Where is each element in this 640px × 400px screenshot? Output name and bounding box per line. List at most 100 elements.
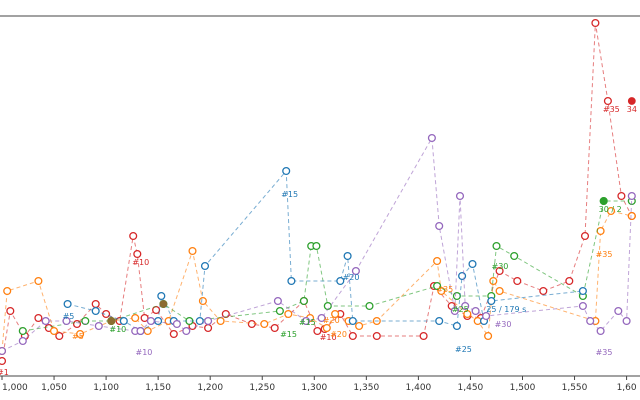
x-tick-label: 1,150 xyxy=(145,383,171,393)
data-point xyxy=(461,301,470,311)
data-point xyxy=(317,313,326,323)
point-label: #15 xyxy=(280,330,297,339)
series-4 xyxy=(0,133,636,356)
data-point xyxy=(200,261,210,271)
x-tick-label: 1,250 xyxy=(249,383,275,393)
data-point xyxy=(18,326,27,336)
data-point xyxy=(55,331,64,341)
data-point xyxy=(172,319,181,329)
data-point xyxy=(452,291,461,301)
data-point xyxy=(157,291,166,301)
data-point xyxy=(513,276,522,286)
data-point xyxy=(458,271,467,281)
x-tick-label: 1,100 xyxy=(93,383,119,393)
data-point xyxy=(198,296,207,306)
data-point xyxy=(91,299,100,309)
data-point xyxy=(627,211,636,221)
data-point xyxy=(596,226,605,236)
x-tick-label: 1,000 xyxy=(2,383,28,393)
data-point xyxy=(182,326,191,336)
data-point xyxy=(204,316,213,326)
highlight-point xyxy=(599,197,608,205)
x-tick-label: 1,300 xyxy=(301,383,327,393)
point-label: #35 xyxy=(596,250,613,259)
series-line xyxy=(67,169,583,332)
data-point xyxy=(34,276,43,286)
data-point xyxy=(91,306,100,316)
data-point xyxy=(565,276,574,286)
data-point xyxy=(463,309,472,319)
data-point xyxy=(313,326,322,336)
point-label: #35 xyxy=(603,105,620,114)
data-point xyxy=(372,331,381,341)
point-label: #15 xyxy=(299,318,316,327)
point-label: #1 xyxy=(0,368,9,377)
data-point xyxy=(146,316,155,326)
data-point xyxy=(468,259,477,269)
point-label: #15 xyxy=(281,190,298,199)
data-point xyxy=(216,316,225,326)
data-point xyxy=(627,191,636,201)
data-point xyxy=(348,331,357,341)
data-point xyxy=(119,316,128,326)
data-point xyxy=(427,133,436,143)
data-point xyxy=(351,266,360,276)
data-point xyxy=(6,306,15,316)
highlight-point xyxy=(159,300,168,308)
data-point xyxy=(614,306,623,316)
data-point xyxy=(510,251,519,261)
point-label: #30 xyxy=(495,320,512,329)
data-point xyxy=(331,309,340,319)
data-point xyxy=(18,336,27,346)
data-point xyxy=(131,313,140,323)
data-point xyxy=(129,231,138,241)
data-point xyxy=(606,206,616,216)
x-tick-label: 1,450 xyxy=(458,383,484,393)
point-label: #10 xyxy=(136,348,153,357)
data-point xyxy=(343,251,352,261)
data-point xyxy=(247,319,256,329)
data-point xyxy=(275,306,284,316)
x-tick-label: 1,550 xyxy=(562,383,588,393)
data-point xyxy=(348,316,357,326)
data-point xyxy=(450,306,459,316)
point-label: #10 xyxy=(109,325,126,334)
point-label: #10 xyxy=(132,258,149,267)
data-point xyxy=(471,306,480,316)
series-line xyxy=(1,136,633,352)
data-point xyxy=(596,326,605,336)
data-point xyxy=(195,316,204,326)
data-point xyxy=(143,326,152,336)
data-point xyxy=(452,321,461,331)
x-tick-label: 1,200 xyxy=(197,383,223,393)
data-point xyxy=(495,286,504,296)
data-point xyxy=(133,249,142,259)
series-line xyxy=(1,22,633,362)
data-point xyxy=(188,246,197,256)
data-point xyxy=(76,329,85,339)
series-2 xyxy=(18,196,636,336)
data-point xyxy=(578,286,587,296)
data-point xyxy=(586,316,595,326)
data-point xyxy=(299,296,308,306)
data-point xyxy=(0,346,7,356)
data-point xyxy=(34,313,43,323)
x-axis: 1,000 1,050 1,100 1,150 1,200 1,250 1,300 1,350… xyxy=(0,15,640,393)
point-label-layer: #1#10#10#3534#5#20#20#35#35#10#15#15#25#… xyxy=(0,105,637,377)
x-tick-label: 1,050 xyxy=(41,383,67,393)
series-line xyxy=(22,200,632,332)
data-point xyxy=(435,316,444,326)
data-point xyxy=(154,316,163,326)
data-point xyxy=(419,331,428,341)
data-point xyxy=(284,309,293,319)
point-label: 34 xyxy=(627,105,637,114)
data-point xyxy=(0,356,7,366)
data-point xyxy=(336,276,345,286)
highlight-point xyxy=(107,317,116,325)
data-point xyxy=(169,329,178,339)
data-point xyxy=(622,316,631,326)
data-point xyxy=(482,311,491,321)
highlight-point xyxy=(627,97,636,105)
data-point xyxy=(580,231,590,241)
